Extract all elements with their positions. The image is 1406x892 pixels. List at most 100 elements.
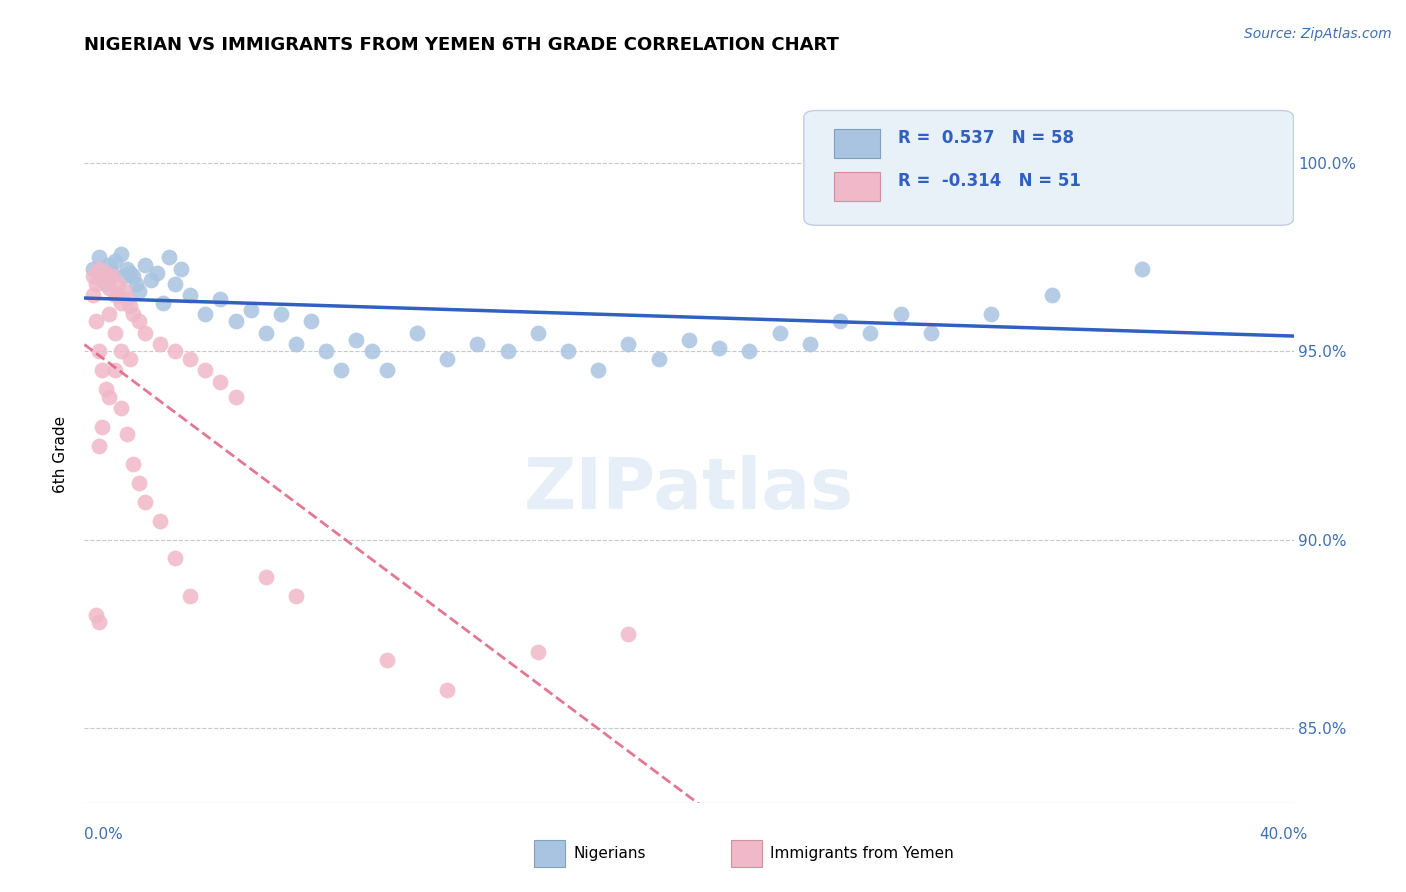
Text: Nigerians: Nigerians [574, 847, 647, 861]
Point [91, 273, 114, 287]
Point [86, 607, 108, 622]
Point [89, 251, 111, 265]
Point [121, 307, 143, 321]
Point [980, 307, 1002, 321]
Point [97, 390, 120, 404]
Point [115, 292, 138, 306]
Point [467, 337, 489, 351]
Point [89, 615, 111, 630]
Point [209, 292, 232, 306]
Y-axis label: 6th Grade: 6th Grade [53, 417, 69, 493]
Text: Immigrants from Yemen: Immigrants from Yemen [770, 847, 955, 861]
Point [149, 337, 172, 351]
Point [118, 351, 141, 366]
Point [165, 344, 187, 359]
Point [104, 288, 127, 302]
Point [89, 438, 111, 452]
Point [94, 266, 117, 280]
Point [110, 295, 132, 310]
Point [360, 344, 382, 359]
Point [270, 307, 292, 321]
Point [617, 626, 640, 640]
Point [496, 344, 519, 359]
Point [97, 258, 120, 272]
Point [738, 344, 761, 359]
Point [146, 266, 169, 280]
Point [107, 277, 129, 291]
Point [1040, 288, 1063, 302]
Point [315, 344, 337, 359]
Point [118, 266, 141, 280]
Point [527, 326, 550, 340]
Point [82, 269, 104, 284]
Point [134, 495, 156, 509]
Point [104, 363, 127, 377]
Text: R =  -0.314   N = 51: R = -0.314 N = 51 [898, 172, 1081, 191]
Point [134, 326, 156, 340]
Text: 40.0%: 40.0% [1260, 827, 1308, 841]
Point [115, 261, 138, 276]
Point [128, 285, 150, 299]
Point [648, 351, 671, 366]
Point [89, 344, 111, 359]
Point [91, 419, 114, 434]
Point [100, 266, 122, 280]
Point [91, 363, 114, 377]
FancyBboxPatch shape [834, 172, 880, 201]
Point [86, 314, 108, 328]
Point [285, 589, 308, 603]
Point [170, 261, 193, 276]
Point [165, 277, 187, 291]
Point [104, 326, 127, 340]
Text: 0.0%: 0.0% [84, 827, 124, 841]
Point [285, 337, 308, 351]
Point [527, 645, 550, 659]
Point [859, 326, 882, 340]
Text: Source: ZipAtlas.com: Source: ZipAtlas.com [1244, 27, 1392, 41]
Point [128, 314, 150, 328]
Point [149, 514, 172, 528]
Point [134, 258, 156, 272]
Point [165, 551, 187, 566]
Point [769, 326, 792, 340]
Point [830, 314, 852, 328]
FancyBboxPatch shape [834, 128, 880, 158]
Point [346, 333, 368, 347]
Point [94, 277, 117, 291]
Point [82, 288, 104, 302]
Point [678, 333, 700, 347]
Point [557, 344, 579, 359]
Point [225, 314, 247, 328]
Point [194, 307, 217, 321]
Point [112, 269, 135, 284]
Point [115, 427, 138, 442]
Point [91, 269, 114, 284]
Point [194, 363, 217, 377]
Point [1132, 261, 1154, 276]
Point [617, 337, 640, 351]
Point [375, 653, 398, 667]
Point [152, 295, 174, 310]
Point [157, 251, 180, 265]
Point [110, 246, 132, 260]
Point [920, 326, 942, 340]
FancyBboxPatch shape [804, 111, 1294, 226]
Text: ZIPatlas: ZIPatlas [524, 455, 853, 524]
Point [110, 401, 132, 415]
Point [112, 285, 135, 299]
Text: R =  0.537   N = 58: R = 0.537 N = 58 [898, 129, 1074, 147]
Point [97, 280, 120, 294]
Point [406, 326, 429, 340]
Text: NIGERIAN VS IMMIGRANTS FROM YEMEN 6TH GRADE CORRELATION CHART: NIGERIAN VS IMMIGRANTS FROM YEMEN 6TH GR… [84, 36, 839, 54]
Point [799, 337, 821, 351]
Point [209, 375, 232, 389]
Point [225, 390, 247, 404]
Point [330, 363, 353, 377]
Point [375, 363, 398, 377]
Point [299, 314, 322, 328]
Point [86, 277, 108, 291]
Point [890, 307, 912, 321]
Point [254, 570, 277, 584]
Point [179, 589, 201, 603]
Point [121, 269, 143, 284]
